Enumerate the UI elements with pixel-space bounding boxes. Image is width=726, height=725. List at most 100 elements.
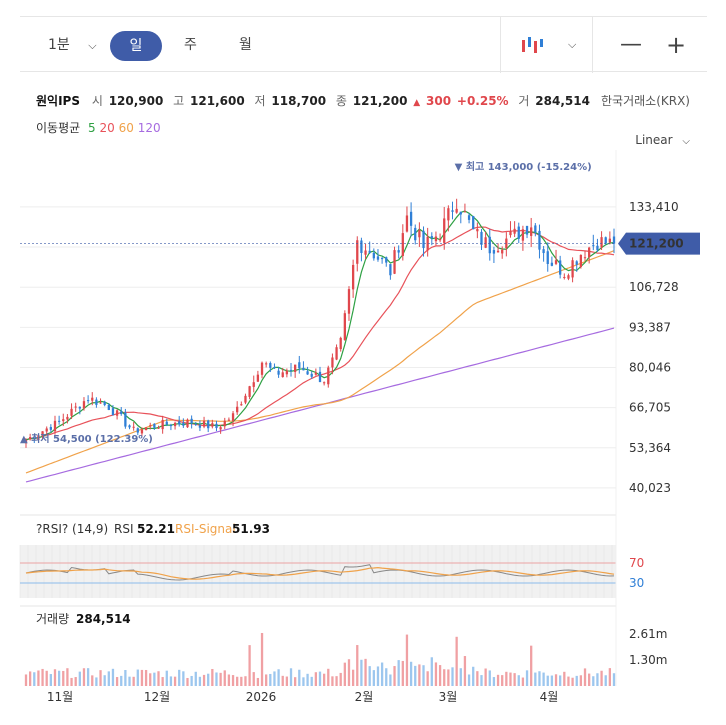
scale-mode: Linear [635,133,673,147]
tab-week[interactable]: 주 [184,37,197,53]
volume-bar [124,670,127,686]
volume-bar [385,668,388,686]
candle-body [115,410,119,416]
candle-body [368,250,371,253]
time-tick-label: 12월 [144,690,170,704]
volume-bar [447,669,450,686]
candle-body [111,408,115,416]
candle-body [372,252,375,259]
low-value: 118,700 [271,94,327,108]
candle-body [430,236,433,239]
candle-body [194,423,197,425]
candle-body [434,236,438,242]
candle-body [546,251,549,264]
volume-bar [78,671,81,686]
volume-label: 거 [518,94,530,108]
candle-body [521,229,525,241]
tab-day[interactable]: 일 [110,31,162,61]
candle-body [153,423,156,428]
close-value: 121,200 [352,94,408,108]
change-value: 300 [426,94,452,108]
ma-legend: 이동평균 5 20 60 120 [36,119,161,136]
candle-body [140,429,144,434]
candle-body [575,261,578,265]
volume-bar [322,673,326,686]
candle-body [265,363,268,365]
candle-body [360,240,363,253]
volume-bar [596,673,599,686]
volume-bar [409,661,413,686]
exchange-label: 한국거래소(KRX) [601,94,690,108]
zoom-in-button[interactable]: + [666,31,687,59]
candle-body [128,425,131,428]
volume-bar [161,677,164,686]
candle-body [202,420,206,427]
volume-bar [182,671,185,686]
candle-body [401,233,404,256]
price-tick-label: 40,023 [629,481,671,495]
zoom-out-button[interactable]: — [620,32,642,57]
rsi-value: 52.21 [137,522,175,536]
volume-bar [438,665,442,686]
candle-body [78,406,81,409]
min-price-annotation: ▲ 최저 54,500 (122.39%) [20,432,153,445]
candle-body [476,229,479,232]
candle-body [525,225,529,235]
candle-body [161,419,164,430]
candle-body [244,395,247,403]
candle-body [596,245,599,251]
candle-body [136,428,139,433]
scale-select[interactable]: Linear ⌵ [635,133,690,147]
candle-body [215,423,218,429]
volume-bar [41,668,44,686]
ma-60[interactable]: 60 [118,121,134,135]
candle-body [484,237,487,248]
candle-body [588,247,591,258]
volume-bar [389,674,392,686]
volume-bar [294,677,297,686]
tab-month[interactable]: 월 [239,37,252,53]
rsi-signal-line [25,566,615,580]
ma-20[interactable]: 20 [99,121,115,135]
volume-bar [467,674,471,686]
volume-bar [496,674,500,686]
volume-bar [525,670,529,686]
volume-bar [567,676,570,686]
volume-bar [488,670,491,686]
candle-body [455,208,458,213]
price-tick-label: 106,728 [629,280,679,294]
candle-body [322,382,326,384]
candle-body [227,419,231,421]
max-price-annotation: ▼ 최고 143,000 (-15.24%) [455,160,592,173]
volume-bar [339,672,342,686]
volume-bar [559,675,562,686]
candle-body [339,337,342,350]
volume-bar [318,671,322,686]
chevron-down-icon: ⌵ [568,38,577,51]
candle-body [496,250,500,253]
candle-body [178,421,181,425]
change-pct: +0.25% [456,94,509,108]
volume-bar [198,676,202,686]
rsi-label: RSI [114,522,134,536]
candle-body [438,239,442,241]
volume-bar [157,671,160,686]
ma-120[interactable]: 120 [137,121,161,135]
candle-body [563,276,566,278]
volume-bar [53,669,57,686]
volume-bar [571,677,574,686]
candle-body [579,254,583,267]
ma-5[interactable]: 5 [88,121,96,135]
volume-bar [472,666,475,686]
ma120-line [25,327,615,483]
candle-body [57,420,61,422]
chart-type-select[interactable]: ⌵ [520,17,590,73]
volume-bar [583,668,587,686]
volume-value: 284,514 [76,612,131,626]
volume-bar [190,675,193,686]
interval-select[interactable]: 1분 ⌵ [48,17,97,73]
candle-body [248,386,251,397]
candle-body [281,372,284,377]
candle-body [273,367,276,369]
